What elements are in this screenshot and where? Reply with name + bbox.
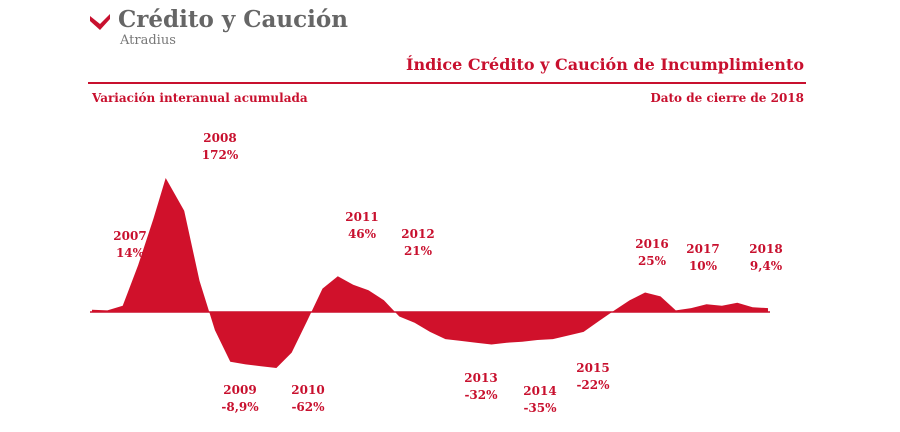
data-label-year: 2016 (635, 237, 669, 251)
data-label-2016: 2016 25% (635, 236, 668, 270)
data-label-year: 2011 (345, 210, 379, 224)
data-label-2009: 2009 -8,9% (221, 382, 258, 416)
chart-title: Índice Crédito y Caución de Incumplimien… (406, 55, 804, 74)
brand-subname: Atradius (120, 33, 176, 48)
chart-subtitle: Variación interanual acumulada (92, 91, 308, 105)
data-label-2013: 2013 -32% (464, 370, 497, 404)
data-label-value: 10% (688, 259, 718, 273)
data-label-year: 2017 (686, 242, 720, 256)
data-label-value: 46% (347, 227, 377, 241)
data-label-year: 2009 (223, 383, 257, 397)
data-label-year: 2013 (464, 371, 498, 385)
data-label-2010: 2010 -62% (291, 382, 324, 416)
data-label-2007: 2007 14% (113, 228, 146, 262)
data-label-2011: 2011 46% (345, 209, 378, 243)
title-divider (88, 82, 806, 84)
data-label-value: 25% (637, 254, 667, 268)
data-label-value: -8,9% (221, 400, 259, 414)
data-label-2008: 2008 172% (202, 130, 238, 164)
area-series (92, 178, 768, 368)
data-label-year: 2015 (576, 361, 610, 375)
data-label-value: 9,4% (749, 259, 783, 273)
data-label-year: 2012 (401, 227, 435, 241)
data-label-year: 2007 (113, 229, 147, 243)
data-label-year: 2018 (749, 242, 783, 256)
data-label-value: 21% (403, 244, 433, 258)
data-label-value: -22% (576, 378, 610, 392)
data-label-2017: 2017 10% (686, 241, 719, 275)
data-label-value: -62% (291, 400, 325, 414)
data-label-value: -32% (464, 388, 498, 402)
data-label-2012: 2012 21% (401, 226, 434, 260)
data-label-value: 172% (201, 148, 239, 162)
data-label-year: 2010 (291, 383, 325, 397)
logo-mark-icon (90, 14, 110, 30)
data-label-value: 14% (115, 246, 145, 260)
data-label-year: 2008 (203, 131, 237, 145)
data-label-2015: 2015 -22% (576, 360, 609, 394)
data-label-2018: 2018 9,4% (749, 241, 782, 275)
data-label-value: -35% (523, 401, 557, 415)
data-label-2014: 2014 -35% (523, 383, 556, 417)
brand-logo: Crédito y Caución Atradius (88, 6, 348, 50)
chart-note: Dato de cierre de 2018 (650, 91, 804, 105)
brand-name: Crédito y Caución (118, 6, 348, 33)
data-label-year: 2014 (523, 384, 557, 398)
